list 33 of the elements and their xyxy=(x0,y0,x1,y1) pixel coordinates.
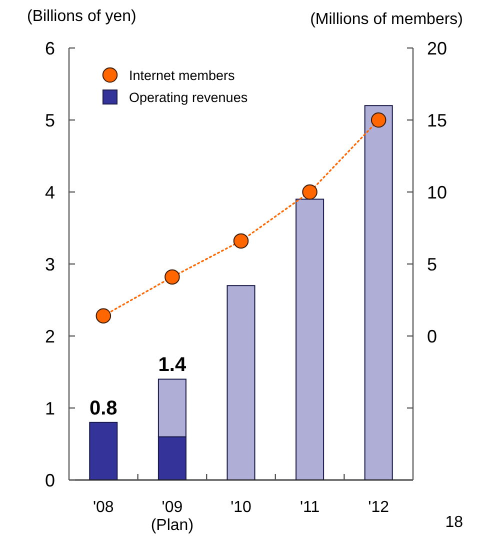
x-tick-label: '11 xyxy=(300,499,320,516)
y2-axis-title: (Millions of members) xyxy=(310,11,463,28)
total-label: 1.4 xyxy=(158,354,187,376)
point xyxy=(96,308,112,324)
y2-tick-label: 0 xyxy=(427,326,438,346)
bar xyxy=(296,198,324,480)
y-tick-label: 0 xyxy=(44,470,55,490)
y-tick-label: 6 xyxy=(44,38,55,58)
y2-tick-label: 5 xyxy=(427,254,438,274)
y-axis-title: (Billions of yen) xyxy=(27,8,136,25)
x-tick-label: '12 xyxy=(368,499,390,516)
bar xyxy=(226,285,256,480)
legend-label: Operating revenues xyxy=(129,90,248,105)
total-label: 0.8 xyxy=(89,397,118,420)
y2-tick-label: 20 xyxy=(427,38,448,58)
text: 18 xyxy=(445,514,464,531)
point xyxy=(233,233,249,249)
y2-tick-label: 10 xyxy=(427,182,448,202)
y-tick-label: 5 xyxy=(44,110,55,130)
x-tick-label: '09 (Plan) xyxy=(150,499,194,534)
bar xyxy=(89,422,118,480)
x-tick-label: '10 xyxy=(230,499,252,516)
x-tick-label: '08 xyxy=(92,499,114,516)
bar xyxy=(364,105,393,480)
y-tick-label: 1 xyxy=(44,398,55,418)
legend-label: Internet members xyxy=(129,68,236,83)
y-tick-label: 4 xyxy=(44,182,55,202)
point xyxy=(164,269,180,285)
y-tick-label: 2 xyxy=(44,326,55,346)
y2-tick-label: 15 xyxy=(427,110,448,130)
y-tick-label: 3 xyxy=(44,254,55,274)
point xyxy=(302,184,318,200)
point xyxy=(370,112,386,128)
